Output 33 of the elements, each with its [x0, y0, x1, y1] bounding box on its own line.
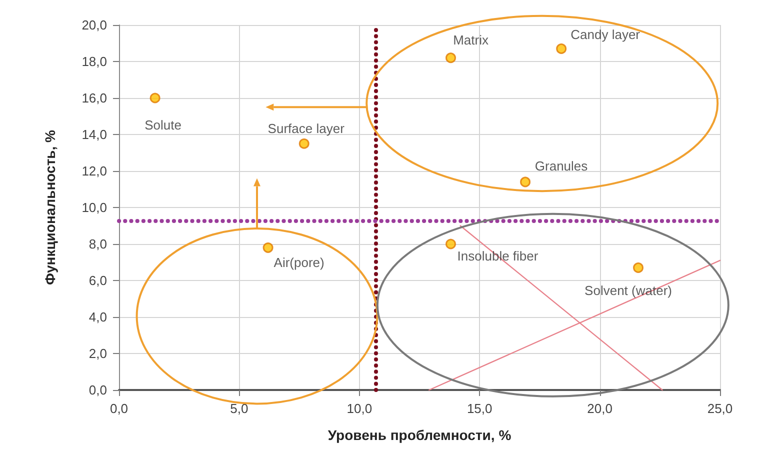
x-tick-label: 0,0	[110, 401, 128, 416]
y-tick-label: 14,0	[82, 127, 107, 142]
y-tick-label: 16,0	[82, 90, 107, 106]
series-label: Solute	[144, 118, 182, 132]
y-tick-label: 18,0	[82, 54, 107, 69]
y-tick-label: 10,0	[82, 200, 107, 215]
y-tick-label: 6,0	[88, 273, 107, 288]
y-tick-label: 12,0	[82, 164, 107, 178]
point	[262, 242, 274, 253]
x-axis-title: Уровень проблемности, %	[328, 427, 512, 443]
point	[150, 92, 160, 104]
y-tick-label: 0,0	[88, 382, 107, 398]
point	[446, 238, 456, 250]
x-tick-label: 5,0	[230, 401, 248, 416]
series-label: Granules	[534, 158, 588, 174]
y-tick-label: 20,0	[82, 18, 107, 32]
x-tick-label: 15,0	[466, 401, 492, 416]
y-axis-title: Функциональность, %	[42, 129, 58, 286]
point	[446, 52, 456, 64]
x-tick-label: 25,0	[707, 401, 733, 416]
point	[520, 176, 531, 188]
y-tick-label: 2,0	[88, 346, 107, 361]
series-label: Air(pore)	[274, 255, 324, 270]
point	[556, 43, 567, 54]
y-tick-label: 8,0	[88, 236, 107, 252]
point	[633, 262, 644, 273]
x-tick-label: 10,0	[346, 401, 372, 416]
series-label: Surface layer	[268, 121, 346, 136]
series-label: Matrix	[453, 32, 489, 48]
x-tick-label: 20,0	[587, 401, 612, 416]
y-tick-label: 4,0	[88, 310, 107, 324]
series-label: Candy layer	[570, 27, 641, 42]
point	[298, 138, 310, 149]
